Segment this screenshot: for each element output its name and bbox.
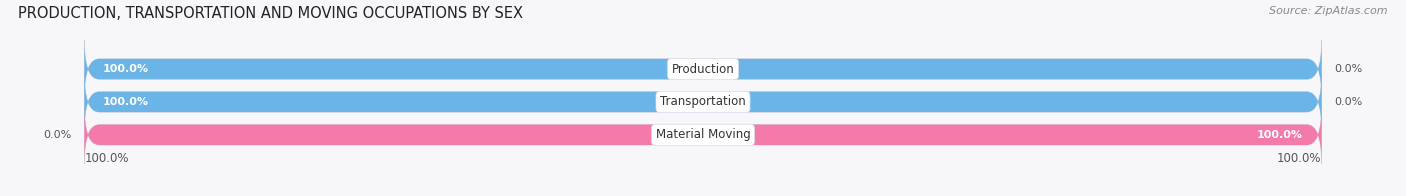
Text: 100.0%: 100.0% xyxy=(1277,152,1322,165)
FancyBboxPatch shape xyxy=(84,40,1322,98)
FancyBboxPatch shape xyxy=(84,40,1322,98)
Text: 100.0%: 100.0% xyxy=(103,97,149,107)
Text: PRODUCTION, TRANSPORTATION AND MOVING OCCUPATIONS BY SEX: PRODUCTION, TRANSPORTATION AND MOVING OC… xyxy=(18,6,523,21)
Text: 0.0%: 0.0% xyxy=(1334,97,1362,107)
FancyBboxPatch shape xyxy=(84,73,1322,131)
Text: Transportation: Transportation xyxy=(661,95,745,108)
FancyBboxPatch shape xyxy=(84,105,1322,164)
Text: 0.0%: 0.0% xyxy=(1334,64,1362,74)
Text: 100.0%: 100.0% xyxy=(1257,130,1303,140)
Text: 0.0%: 0.0% xyxy=(44,130,72,140)
Text: 100.0%: 100.0% xyxy=(84,152,129,165)
Text: Production: Production xyxy=(672,63,734,75)
Text: Material Moving: Material Moving xyxy=(655,128,751,141)
Text: 100.0%: 100.0% xyxy=(103,64,149,74)
FancyBboxPatch shape xyxy=(84,105,1322,164)
FancyBboxPatch shape xyxy=(84,73,1322,131)
Text: Source: ZipAtlas.com: Source: ZipAtlas.com xyxy=(1270,6,1388,16)
